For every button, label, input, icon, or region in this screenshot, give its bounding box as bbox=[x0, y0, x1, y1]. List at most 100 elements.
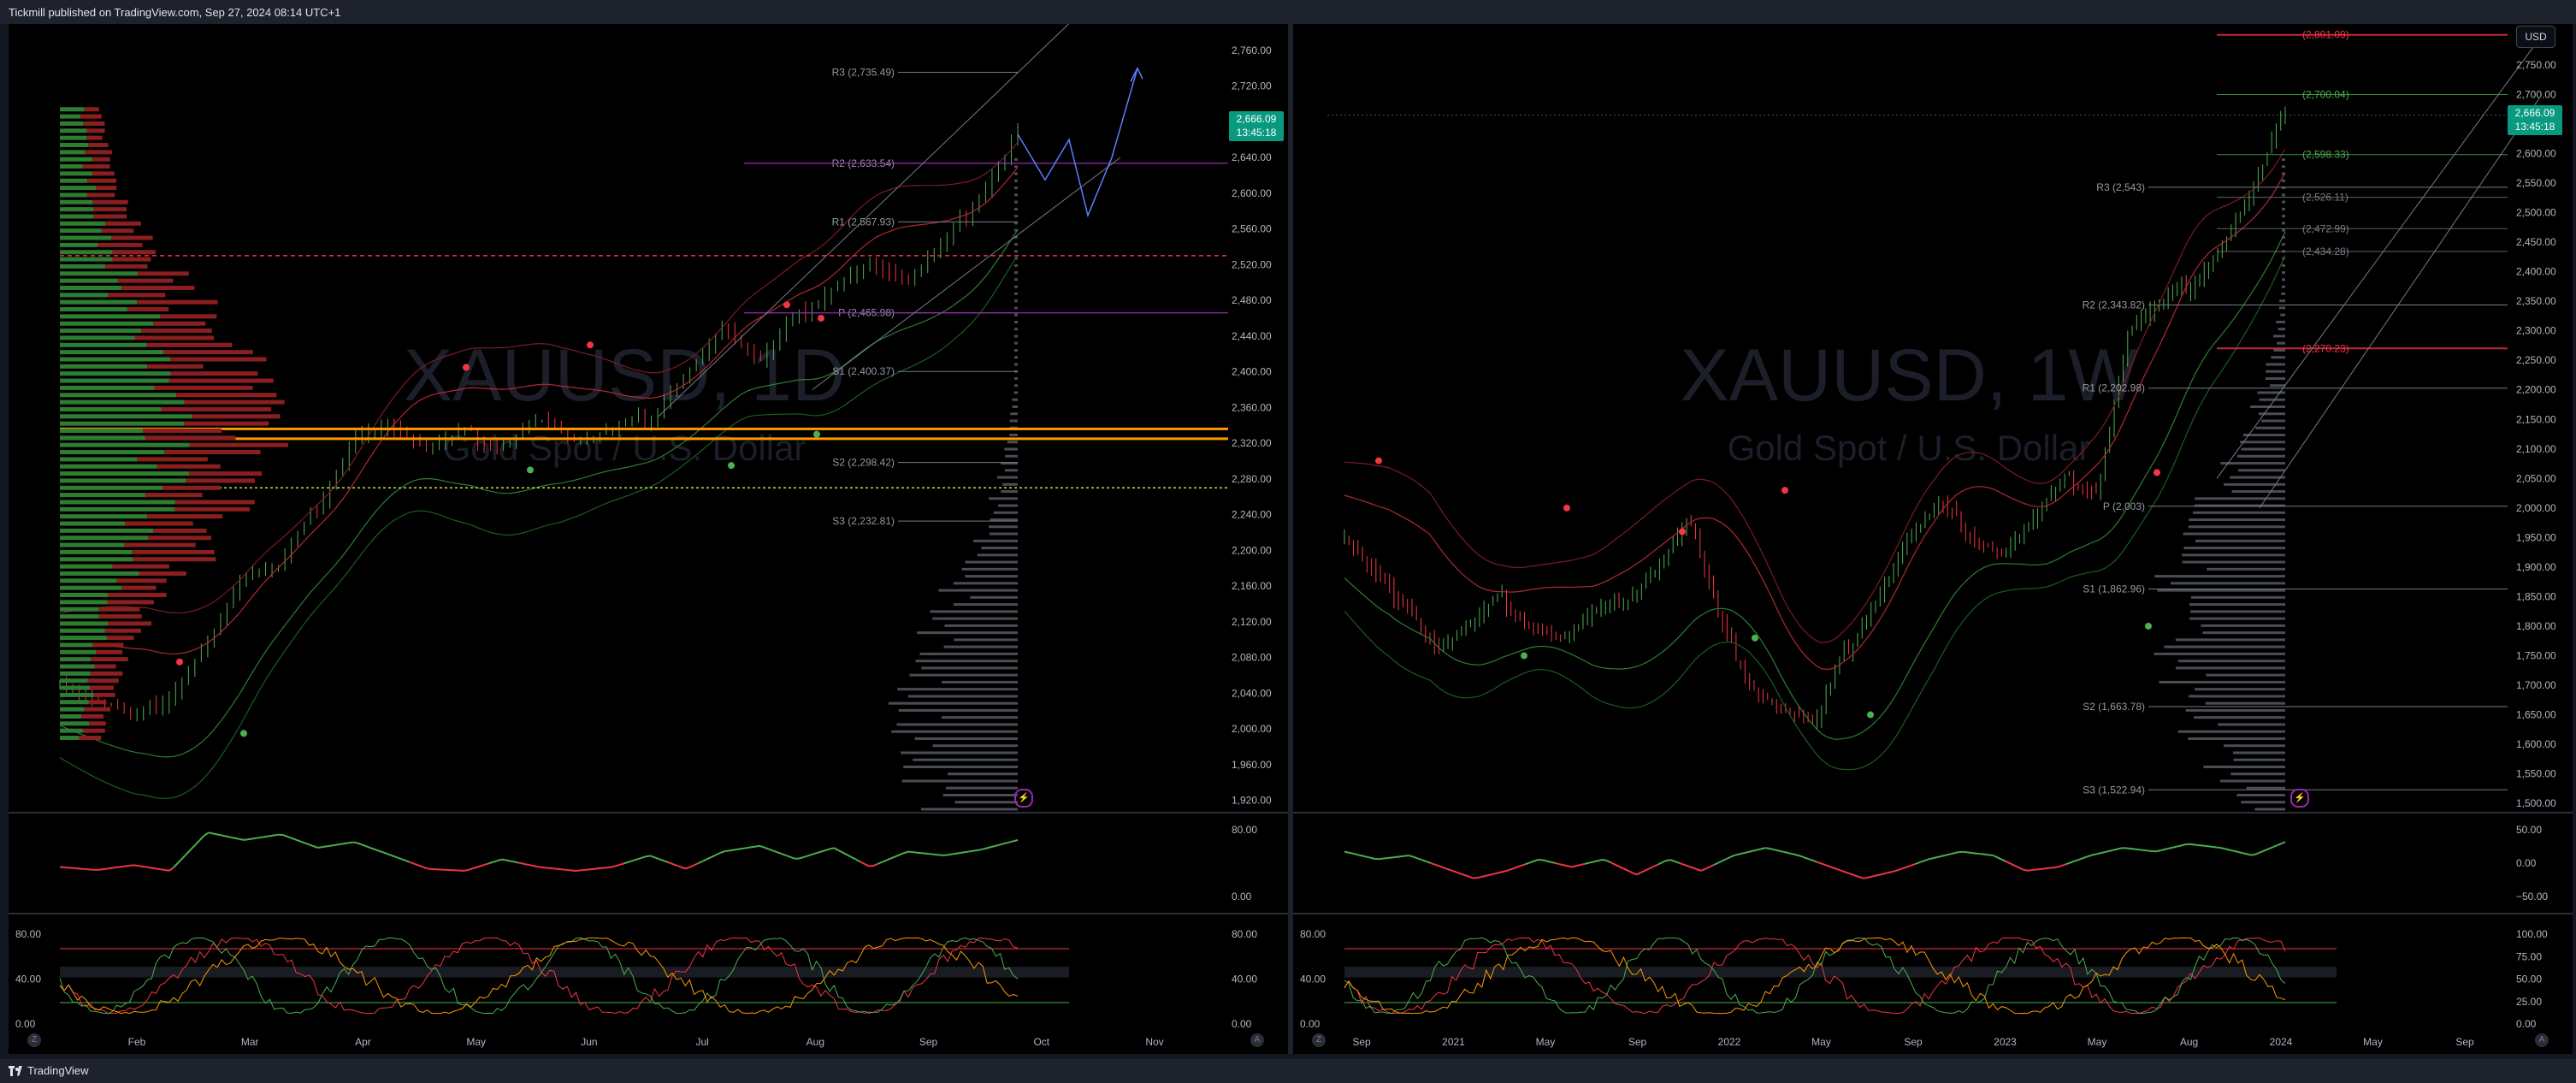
left-volume-profile-up-bar bbox=[60, 713, 82, 719]
left-volume-profile-up-bar bbox=[60, 186, 97, 191]
signal-dot bbox=[527, 466, 534, 474]
volume-profile-bar bbox=[2261, 419, 2285, 423]
price-axis-label: 2,600.00 bbox=[2516, 148, 2556, 160]
left-volume-profile-down-bar bbox=[192, 414, 281, 419]
oscillator-line bbox=[1486, 873, 1492, 877]
brand-name: TradingView bbox=[27, 1064, 89, 1077]
weekly-chart-canvas[interactable]: XAUUSD, 1W Gold Spot / U.S. Dollar 2,750.0… bbox=[1293, 24, 2573, 1054]
oscillator-line bbox=[108, 867, 113, 870]
goto-date-icon[interactable]: Z bbox=[27, 1033, 41, 1047]
daily-chart-pane[interactable]: XAUUSD, 1D Gold Spot / U.S. Dollar 2,760.0… bbox=[9, 24, 1288, 1054]
price-axis-label: 2,080.00 bbox=[1232, 652, 1272, 664]
auto-scale-button[interactable]: A bbox=[2535, 1033, 2549, 1047]
signal-dot bbox=[587, 341, 594, 349]
stochastic-axis-label-left: 80.00 bbox=[1300, 928, 1326, 940]
oscillator-line bbox=[1515, 865, 1521, 868]
oscillator-line bbox=[1563, 864, 1569, 867]
left-volume-profile-down-bar bbox=[86, 192, 115, 198]
oscillator-line bbox=[2108, 849, 2114, 852]
left-volume-profile-up-bar bbox=[60, 542, 125, 547]
oscillator-line bbox=[2065, 861, 2071, 866]
oscillator-line bbox=[1533, 859, 1539, 862]
tradingview-brand[interactable]: TradingView bbox=[9, 1064, 89, 1077]
auto-scale-button[interactable]: A bbox=[1250, 1033, 1264, 1047]
oscillator-line bbox=[917, 851, 922, 855]
oscillator-line bbox=[1812, 859, 1817, 863]
volume-profile-bar bbox=[932, 744, 1018, 748]
volume-profile-bar bbox=[1014, 341, 1018, 345]
oscillator-line bbox=[1838, 868, 1843, 873]
oscillator-line bbox=[2091, 853, 2097, 856]
oscillator-line bbox=[807, 853, 812, 857]
oscillator-line bbox=[168, 867, 174, 872]
pane-divider[interactable] bbox=[1288, 24, 1293, 1054]
goto-date-icon[interactable]: Z bbox=[1312, 1033, 1326, 1047]
oscillator-line bbox=[133, 864, 139, 867]
bolt-alert-icon[interactable]: ⚡ bbox=[1014, 789, 1033, 808]
left-volume-profile-up-bar bbox=[60, 621, 109, 626]
currency-button[interactable]: USD bbox=[2516, 26, 2555, 48]
oscillator-line bbox=[239, 837, 244, 841]
oscillator-line bbox=[1528, 860, 1534, 864]
oscillator-line bbox=[1825, 864, 1830, 867]
oscillator-line bbox=[1923, 858, 1929, 862]
bolt-alert-icon[interactable]: ⚡ bbox=[2290, 789, 2309, 808]
oscillator-line bbox=[711, 854, 717, 858]
oscillator-line bbox=[405, 860, 411, 863]
oscillator-line bbox=[194, 839, 201, 846]
left-volume-profile-up-bar bbox=[60, 357, 170, 362]
oscillator-line bbox=[877, 861, 883, 865]
bollinger-band-line bbox=[1344, 172, 2286, 671]
price-axis-label: 1,550.00 bbox=[2516, 768, 2556, 780]
left-volume-profile-up-bar bbox=[60, 314, 161, 319]
oscillator-line bbox=[1894, 868, 1900, 873]
price-axis-label: 2,700.00 bbox=[2516, 89, 2556, 101]
volume-profile-bar bbox=[2241, 447, 2285, 451]
stochastic-axis-label-left: 80.00 bbox=[15, 928, 41, 940]
oscillator-line bbox=[313, 845, 319, 849]
oscillator-line bbox=[764, 846, 769, 850]
stochastic-axis-label-right: 25.00 bbox=[2516, 996, 2542, 1008]
oscillator-line bbox=[593, 867, 599, 870]
volume-profile-bar bbox=[953, 582, 1018, 585]
oscillator-axis-label: 50.00 bbox=[2516, 824, 2542, 836]
oscillator-line bbox=[147, 866, 152, 869]
volume-profile-bar bbox=[1012, 405, 1018, 408]
oscillator-line bbox=[274, 833, 279, 837]
volume-profile-bar bbox=[2259, 398, 2285, 401]
oscillator-line bbox=[789, 855, 795, 860]
volume-profile-bar bbox=[1014, 334, 1018, 338]
oscillator-line bbox=[1696, 868, 1702, 872]
oscillator-line bbox=[1619, 866, 1624, 870]
oscillator-line bbox=[1576, 863, 1581, 867]
volume-profile-bar bbox=[989, 497, 1018, 500]
volume-profile-bar bbox=[909, 673, 1018, 677]
weekly-chart-pane[interactable]: XAUUSD, 1W Gold Spot / U.S. Dollar 2,750.0… bbox=[1293, 24, 2573, 1054]
oscillator-line bbox=[322, 845, 328, 849]
left-volume-profile-up-bar bbox=[60, 378, 169, 383]
volume-profile-bar bbox=[1014, 207, 1018, 210]
volume-profile-bar bbox=[2218, 723, 2285, 726]
oscillator-line bbox=[518, 861, 524, 865]
volume-profile-bar bbox=[2269, 384, 2285, 388]
oscillator-line bbox=[584, 868, 589, 871]
left-volume-profile-down-bar bbox=[93, 214, 127, 219]
left-volume-profile-up-bar bbox=[60, 528, 154, 533]
oscillator-line bbox=[1400, 855, 1405, 858]
oscillator-line bbox=[256, 836, 262, 839]
left-volume-profile-down-bar bbox=[84, 107, 99, 112]
time-axis-label: Sep bbox=[1904, 1036, 1923, 1048]
oscillator-line bbox=[378, 849, 384, 854]
oscillator-line bbox=[173, 862, 179, 868]
volume-profile-bar bbox=[1014, 158, 1018, 162]
volume-profile-bar bbox=[1014, 356, 1018, 359]
volume-profile-bar bbox=[2282, 271, 2285, 275]
volume-profile-bar bbox=[2282, 278, 2285, 281]
oscillator-line bbox=[549, 867, 555, 870]
left-volume-profile-down-bar bbox=[125, 521, 193, 526]
left-volume-profile-down-bar bbox=[89, 721, 106, 726]
oscillator-line bbox=[1945, 853, 1951, 856]
left-volume-profile-up-bar bbox=[60, 485, 163, 490]
oscillator-line bbox=[1675, 861, 1681, 864]
